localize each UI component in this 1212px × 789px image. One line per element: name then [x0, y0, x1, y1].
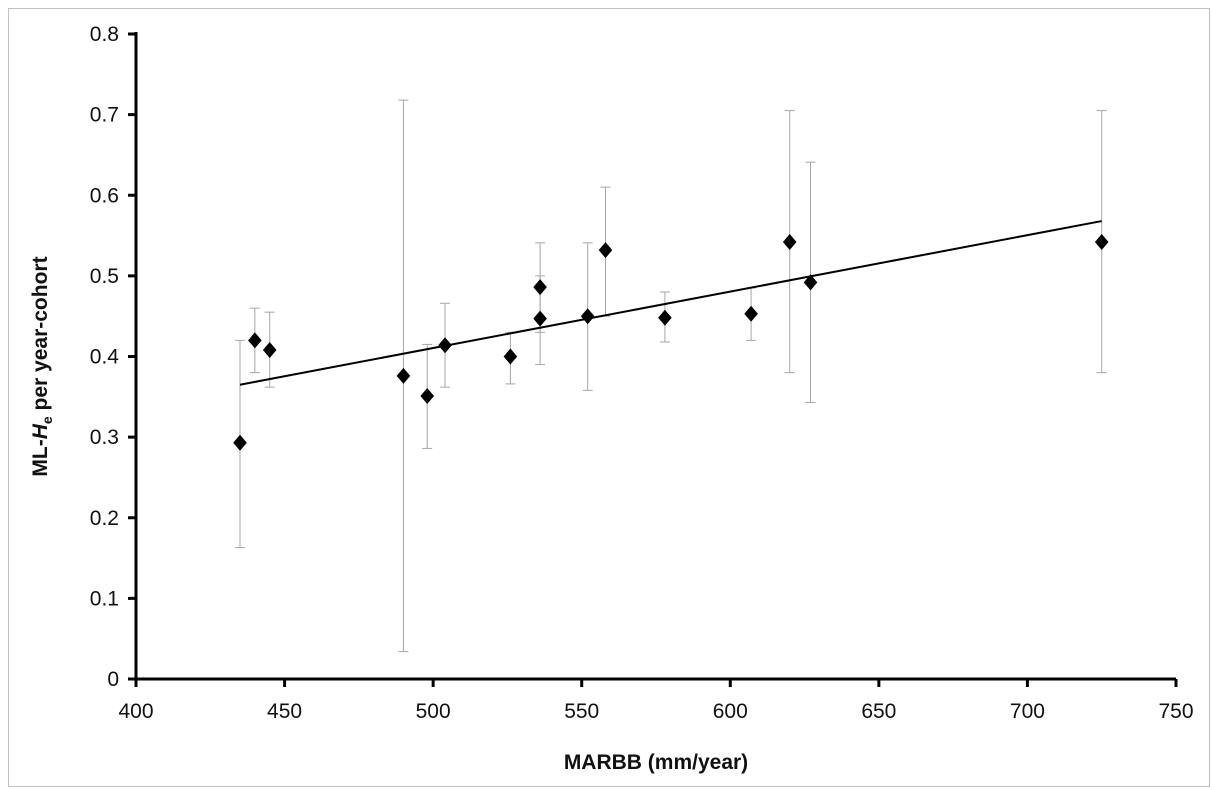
- x-tick-label: 500: [416, 700, 451, 723]
- data-point-diamond: [658, 309, 672, 326]
- data-point-diamond: [533, 310, 547, 327]
- x-tick-label: 600: [713, 700, 748, 723]
- data-point-diamond: [262, 342, 277, 359]
- data-point-diamond: [396, 367, 411, 384]
- y-tick-label: 0.8: [90, 23, 119, 46]
- data-points: [233, 234, 1109, 451]
- x-tick-label: 650: [861, 700, 896, 723]
- axes: [134, 32, 1176, 681]
- x-tick-label: 400: [118, 700, 153, 723]
- y-tick-label: 0.5: [90, 265, 119, 288]
- data-point-diamond: [580, 308, 595, 325]
- data-point-diamond: [1094, 234, 1109, 251]
- x-tick-label: 750: [1158, 700, 1193, 723]
- x-tick-label: 700: [1010, 700, 1045, 723]
- scatter-chart: 400 450 500 550 600 650 700 750 0 0.1 0.2 0.3 0.4 0.…: [29, 23, 1194, 774]
- trendline: [239, 220, 1102, 386]
- y-tick-label: 0.7: [90, 104, 119, 127]
- error-bars: [235, 99, 1107, 653]
- x-axis-ticks: 400 450 500 550 600 650 700 750: [118, 679, 1194, 723]
- data-point-diamond: [533, 279, 547, 296]
- data-point-diamond: [803, 274, 818, 291]
- data-point-diamond: [744, 305, 758, 322]
- y-axis-title-suffix: per year-cohort: [29, 256, 52, 416]
- data-point-diamond: [598, 242, 613, 259]
- y-tick-label: 0: [107, 668, 119, 691]
- y-tick-label: 0.6: [90, 184, 119, 207]
- x-axis-title: MARBB (mm/year): [564, 751, 748, 774]
- x-tick-label: 450: [267, 700, 302, 723]
- y-axis-title-italic: H: [29, 423, 52, 439]
- data-point-diamond: [420, 388, 434, 405]
- y-tick-label: 0.2: [90, 507, 119, 530]
- data-point-diamond: [503, 348, 518, 365]
- chart-area: 400 450 500 550 600 650 700 750 0 0.1 0.2 0.3 0.4 0.…: [8, 8, 1210, 787]
- y-axis-ticks: 0 0.1 0.2 0.3 0.4 0.5 0.6 0.7 0.8: [90, 23, 136, 691]
- y-axis-title: ML-He per year-cohort: [29, 256, 55, 476]
- y-tick-label: 0.4: [90, 346, 120, 369]
- trendline-group: [239, 220, 1102, 386]
- data-point-diamond: [248, 332, 262, 349]
- y-tick-label: 0.1: [90, 587, 119, 610]
- data-point-diamond: [233, 434, 247, 451]
- y-axis-title-subscript: e: [39, 416, 55, 424]
- data-point-diamond: [782, 234, 797, 251]
- y-axis-title-prefix: ML-: [29, 439, 52, 476]
- data-point-diamond: [438, 337, 452, 354]
- y-tick-label: 0.3: [90, 426, 119, 449]
- x-tick-label: 550: [564, 700, 599, 723]
